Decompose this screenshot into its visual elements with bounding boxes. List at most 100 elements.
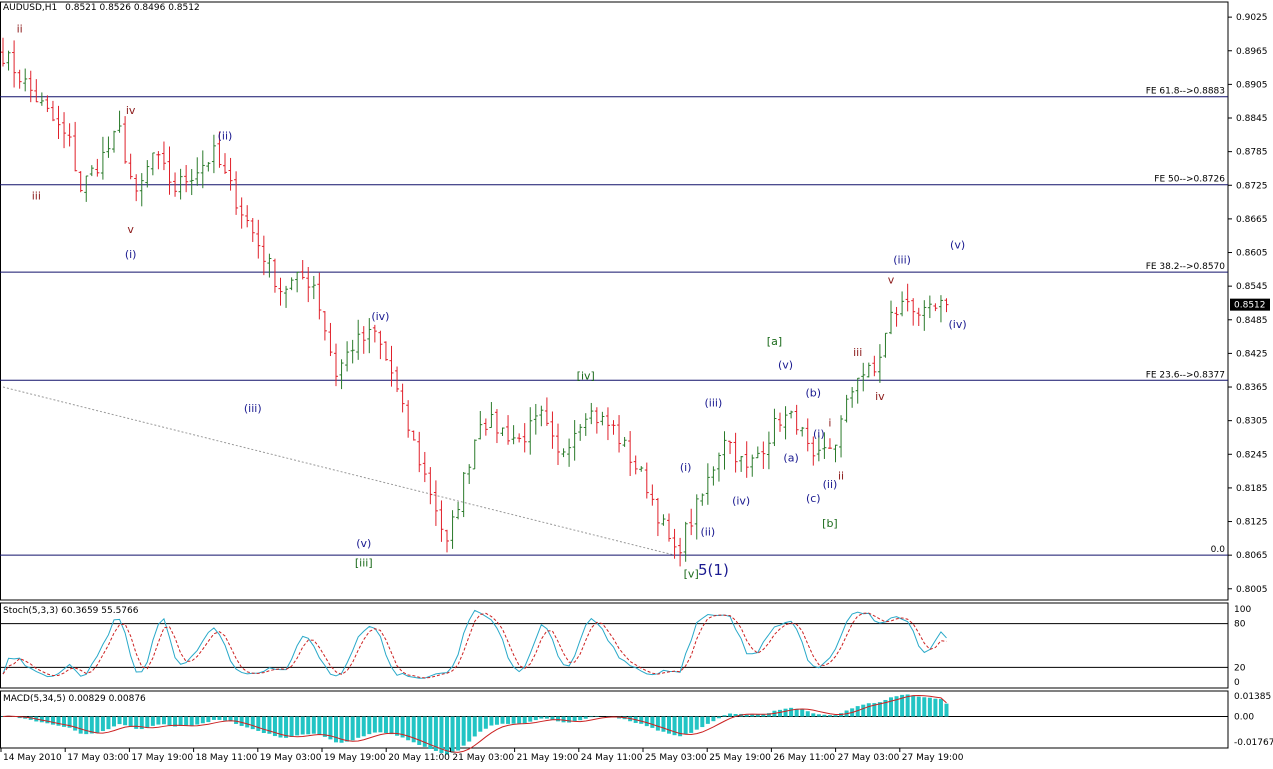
- macd-hist-bar: [489, 716, 494, 726]
- price-bar: [428, 467, 433, 505]
- macd-hist-bar: [450, 716, 455, 753]
- price-bar: [234, 171, 239, 215]
- price-bar: [811, 436, 816, 466]
- price-bar: [89, 165, 94, 177]
- wave-label: (iii): [893, 254, 911, 267]
- wave-label: (iv): [732, 495, 750, 508]
- wave-label: (iii): [705, 397, 723, 410]
- price-bar: [184, 165, 189, 193]
- macd-hist-bar: [944, 703, 949, 717]
- price-bar: [483, 418, 488, 436]
- fib-level-label: FE 50-->0.8726: [1154, 175, 1225, 185]
- price-bar: [389, 345, 394, 387]
- price-candles[interactable]: [1, 37, 949, 567]
- fib-level-label: 0.0: [1211, 545, 1226, 555]
- macd-hist-bar: [284, 716, 289, 738]
- macd-hist-bar: [350, 716, 355, 741]
- wave-label: [iii]: [355, 556, 373, 569]
- macd-hist-bar: [478, 716, 483, 732]
- price-bar: [816, 435, 821, 462]
- dashed-trendline: [2, 386, 675, 556]
- stoch-label: Stoch(5,3,3) 60.3659 55.5766: [3, 606, 139, 616]
- price-bar: [12, 40, 17, 88]
- wave-label: (iv): [371, 310, 389, 323]
- wave-label: ii: [838, 470, 844, 483]
- ohlc-readout: 0.8521 0.8526 0.8496 0.8512: [65, 3, 200, 13]
- macd-hist-bar: [938, 699, 943, 717]
- price-bar: [256, 219, 261, 259]
- time-tick-label: 14 May 2010: [3, 753, 62, 763]
- price-bar: [383, 341, 388, 361]
- current-price-label: 0.8512: [1234, 301, 1266, 311]
- macd-hist-bar: [872, 703, 877, 717]
- wave-label: iii: [32, 189, 41, 202]
- fibonacci-levels[interactable]: FE 61.8-->0.8883 FE 50-->0.8726 FE 38.2-->…: [0, 87, 1228, 556]
- macd-hist-bar: [722, 715, 727, 717]
- macd-hist-bar: [217, 716, 222, 720]
- macd-tick-label: 0.01385: [1234, 692, 1271, 702]
- current-price-tag: [1230, 298, 1270, 311]
- macd-hist-bar: [139, 716, 144, 730]
- macd-hist-bar: [295, 716, 300, 736]
- wave-label: (i): [680, 461, 692, 474]
- price-bar: [872, 355, 877, 377]
- macd-hist-bar: [256, 716, 261, 731]
- macd-hist-bar: [234, 716, 239, 724]
- price-bar: [589, 402, 594, 425]
- macd-hist-bar: [378, 716, 383, 733]
- macd-hist-bar: [300, 716, 305, 735]
- price-bar: [938, 295, 943, 323]
- macd-hist-bar: [184, 716, 189, 726]
- macd-hist-bar: [494, 716, 499, 725]
- price-bar: [705, 463, 710, 505]
- price-bar: [700, 493, 705, 506]
- price-bar: [728, 440, 733, 455]
- macd-signal-line: [2, 695, 947, 753]
- macd-hist-bar: [483, 716, 488, 729]
- macd-hist-bar: [889, 697, 893, 717]
- price-bar: [156, 151, 161, 170]
- price-bar: [328, 322, 333, 357]
- price-bar: [511, 425, 516, 445]
- price-tick-label: 0.8125: [1236, 518, 1268, 528]
- macd-hist-bar: [112, 716, 116, 727]
- macd-hist-bar: [433, 716, 438, 751]
- price-bar: [478, 411, 483, 440]
- macd-hist-bar: [678, 716, 683, 737]
- macd-hist-bar: [866, 703, 871, 717]
- macd-hist-bar: [833, 715, 838, 717]
- macd-hist-bar: [500, 716, 505, 724]
- price-bar: [406, 400, 411, 438]
- macd-hist-bar: [128, 716, 133, 727]
- stoch-tick-label: 0: [1234, 678, 1240, 688]
- macd-hist-bar: [805, 711, 810, 717]
- price-tick-label: 0.8425: [1236, 349, 1268, 359]
- price-bar: [439, 500, 444, 542]
- macd-hist-bar: [467, 716, 472, 742]
- price-bar: [916, 307, 921, 326]
- macd-hist-bar: [539, 716, 544, 719]
- macd-hist-bar: [661, 716, 666, 732]
- price-tick-label: 0.8485: [1236, 316, 1268, 326]
- price-bar: [34, 79, 39, 103]
- macd-hist-bar: [361, 716, 366, 737]
- macd-hist-bar: [567, 716, 572, 723]
- price-bar: [883, 332, 888, 358]
- price-bar: [567, 438, 572, 467]
- price-bar: [783, 406, 788, 440]
- price-bar: [805, 418, 810, 452]
- wave-label: (v): [356, 537, 371, 550]
- time-tick-label: 27 May 03:00: [838, 753, 900, 763]
- price-bar: [378, 330, 383, 360]
- price-bar: [611, 420, 616, 435]
- price-bar: [772, 408, 777, 447]
- time-tick-label: 25 May 19:00: [709, 753, 771, 763]
- wave-label: (ii): [700, 526, 715, 539]
- macd-hist-bar: [250, 716, 255, 730]
- price-bar: [223, 153, 227, 174]
- price-bar: [284, 285, 289, 308]
- wave-label: (ii): [823, 478, 838, 491]
- macd-hist-bar: [744, 714, 749, 717]
- macd-hist-bar: [228, 716, 233, 722]
